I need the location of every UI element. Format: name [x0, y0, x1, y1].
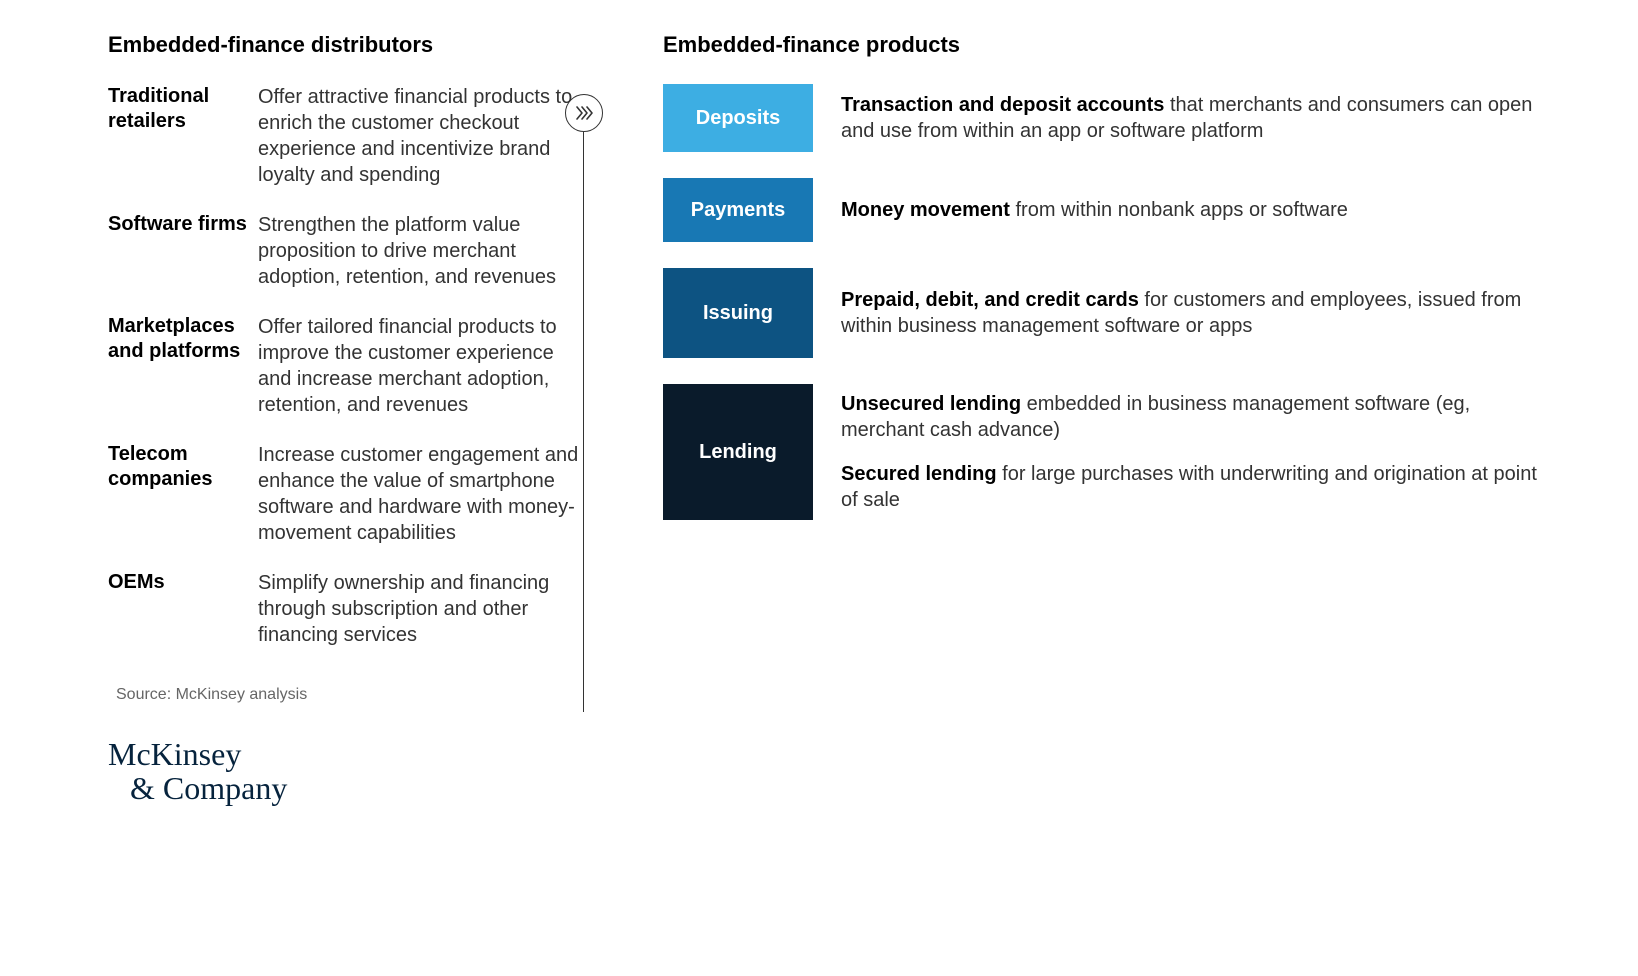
distributor-row: Traditional retailersOffer attractive fi… [108, 84, 583, 188]
distributor-desc: Strengthen the platform value propositio… [258, 212, 583, 290]
distributor-label: Telecom companies [108, 442, 258, 492]
mckinsey-logo: McKinsey & Company [108, 738, 1538, 805]
product-desc-para: Secured lending for large purchases with… [841, 461, 1538, 513]
product-desc-rest: from within nonbank apps or software [1010, 199, 1348, 221]
product-desc-bold: Unsecured lending [841, 393, 1021, 415]
product-row: Payments Money movement from within nonba… [663, 178, 1538, 242]
distributor-desc: Increase customer engagement and enhance… [258, 442, 583, 546]
logo-line1: McKinsey [108, 736, 241, 772]
columns: Embedded-finance distributors Traditiona… [108, 32, 1538, 672]
distributor-row: Marketplaces and platformsOffer tailored… [108, 314, 583, 418]
product-tile: Issuing [663, 268, 813, 358]
product-row: Deposits Transaction and deposit accounts… [663, 84, 1538, 152]
products-list: Deposits Transaction and deposit accounts… [663, 84, 1538, 520]
product-desc-para: Transaction and deposit accounts that me… [841, 92, 1538, 144]
connector-line [583, 132, 584, 712]
product-row: Issuing Prepaid, debit, and credit cards … [663, 268, 1538, 358]
product-desc-bold: Secured lending [841, 463, 997, 485]
product-desc-para: Prepaid, debit, and credit cards for cus… [841, 287, 1538, 339]
products-title: Embedded-finance products [663, 32, 1538, 58]
distributors-title: Embedded-finance distributors [108, 32, 583, 58]
products-column: Embedded-finance products Deposits Transa… [663, 32, 1538, 546]
distributor-label: Marketplaces and platforms [108, 314, 258, 364]
product-desc-bold: Prepaid, debit, and credit cards [841, 289, 1139, 311]
distributor-desc: Offer tailored financial products to imp… [258, 314, 583, 418]
product-tile: Lending [663, 384, 813, 520]
product-desc-bold: Transaction and deposit accounts [841, 94, 1164, 116]
product-desc: Transaction and deposit accounts that me… [841, 84, 1538, 152]
distributor-label: Traditional retailers [108, 84, 258, 134]
source-note: Source: McKinsey analysis [116, 686, 1538, 704]
product-desc: Prepaid, debit, and credit cards for cus… [841, 268, 1538, 358]
distributor-row: Telecom companiesIncrease customer engag… [108, 442, 583, 546]
logo-line2: & Company [108, 772, 1538, 806]
product-desc-bold: Money movement [841, 199, 1010, 221]
product-desc: Unsecured lending embedded in business m… [841, 384, 1538, 520]
distributors-column: Embedded-finance distributors Traditiona… [108, 32, 583, 672]
distributor-row: Software firmsStrengthen the platform va… [108, 212, 583, 290]
product-desc: Money movement from within nonbank apps … [841, 178, 1538, 242]
product-tile: Deposits [663, 84, 813, 152]
product-desc-para: Money movement from within nonbank apps … [841, 197, 1538, 223]
infographic-page: Embedded-finance distributors Traditiona… [0, 0, 1638, 976]
distributor-row: OEMsSimplify ownership and financing thr… [108, 570, 583, 648]
arrow-circle-icon [565, 94, 603, 132]
product-tile: Payments [663, 178, 813, 242]
distributor-label: Software firms [108, 212, 258, 237]
product-desc-para: Unsecured lending embedded in business m… [841, 391, 1538, 443]
distributors-list: Traditional retailersOffer attractive fi… [108, 84, 583, 648]
distributor-desc: Offer attractive financial products to e… [258, 84, 583, 188]
product-row: Lending Unsecured lending embedded in bus… [663, 384, 1538, 520]
distributor-desc: Simplify ownership and financing through… [258, 570, 583, 648]
chevrons-right-icon [574, 103, 594, 123]
distributor-label: OEMs [108, 570, 258, 595]
